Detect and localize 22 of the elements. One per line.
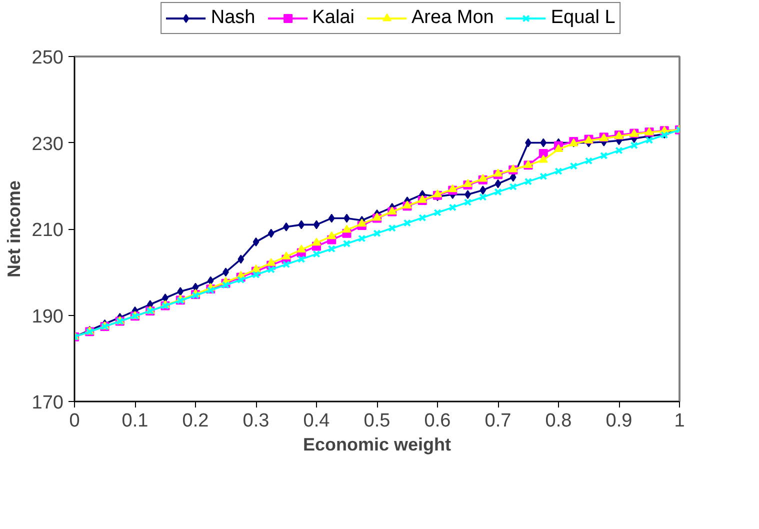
y-tick-label: 190 bbox=[32, 306, 64, 328]
x-tick-label: 0.1 bbox=[122, 410, 148, 432]
legend-label: Area Mon bbox=[412, 7, 494, 29]
y-axis-title: Net income bbox=[4, 180, 24, 278]
x-tick-label: 0.5 bbox=[364, 410, 390, 432]
legend-label: Equal L bbox=[550, 7, 616, 29]
x-tick-label: 0.2 bbox=[182, 410, 209, 432]
y-tick-label: 250 bbox=[32, 48, 64, 68]
x-tick-label: 0.7 bbox=[484, 410, 512, 432]
x-tick-label: 0.3 bbox=[242, 410, 270, 432]
x-tick-label: 0.6 bbox=[424, 410, 451, 432]
x-tick-label: 0.9 bbox=[606, 410, 632, 432]
y-tick-label: 230 bbox=[32, 134, 64, 155]
legend-label: Nash bbox=[210, 7, 256, 29]
x-tick-label: 0.4 bbox=[303, 410, 330, 432]
x-tick-label: 0.8 bbox=[545, 410, 572, 432]
y-tick-label: 210 bbox=[32, 220, 64, 241]
x-axis-title: Economic weight bbox=[302, 434, 452, 454]
legend-label: Kalai bbox=[312, 7, 354, 29]
x-tick-label: 1 bbox=[674, 410, 685, 432]
y-tick-label: 170 bbox=[32, 392, 64, 414]
x-tick-label: 0 bbox=[69, 410, 80, 432]
